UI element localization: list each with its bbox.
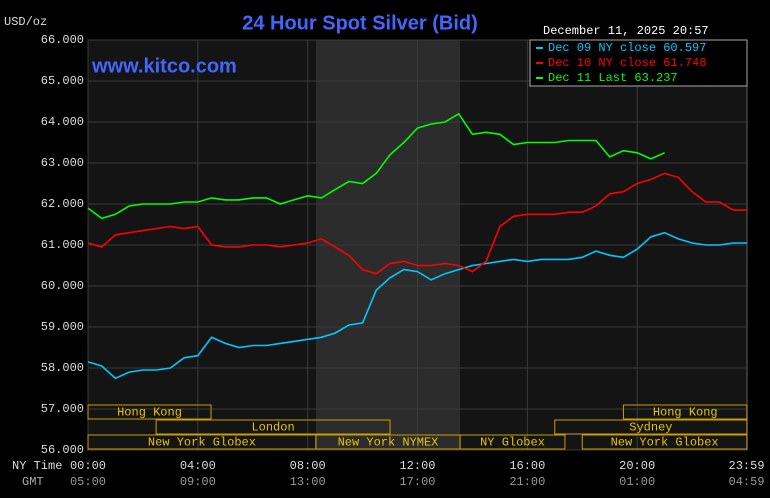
session-label: Hong Kong bbox=[653, 406, 718, 420]
legend-box bbox=[529, 39, 748, 87]
series-line bbox=[87, 231, 747, 380]
session-label: New York Globex bbox=[148, 436, 256, 450]
session-label: NY Globex bbox=[480, 436, 545, 450]
legend-entry: Dec 10 NY close 61.748 bbox=[548, 56, 706, 70]
x-tick-label: 00:00 bbox=[70, 459, 106, 473]
x2-tick-label: 09:00 bbox=[180, 475, 216, 489]
session-box bbox=[87, 404, 212, 420]
session-label: Sydney bbox=[629, 421, 672, 435]
session-box bbox=[622, 404, 748, 420]
x2-tick-label: 05:00 bbox=[70, 475, 106, 489]
y-tick-label: 58.000 bbox=[41, 361, 84, 375]
x2-tick-label: 21:00 bbox=[509, 475, 545, 489]
x-tick-label: 04:00 bbox=[180, 459, 216, 473]
legend-entry: Dec 11 Last 63.237 bbox=[548, 71, 678, 85]
y-tick-label: 66.000 bbox=[41, 33, 84, 47]
y-tick-label: 56.000 bbox=[41, 443, 84, 457]
session-box bbox=[459, 434, 566, 450]
x2-label: GMT bbox=[22, 475, 44, 489]
series-line bbox=[87, 112, 665, 220]
legend-entry: Dec 09 NY close 60.597 bbox=[548, 41, 706, 55]
x2-tick-label: 13:00 bbox=[290, 475, 326, 489]
watermark: www.kitco.com bbox=[91, 55, 237, 77]
session-label: London bbox=[251, 421, 294, 435]
y-tick-label: 62.000 bbox=[41, 197, 84, 211]
x-tick-label: 16:00 bbox=[509, 459, 545, 473]
x2-tick-label: 01:00 bbox=[619, 475, 655, 489]
x-tick-label: 23:59 bbox=[729, 459, 765, 473]
x-tick-label: 20:00 bbox=[619, 459, 655, 473]
y-tick-label: 57.000 bbox=[41, 402, 84, 416]
session-box bbox=[155, 419, 391, 435]
session-box bbox=[581, 434, 748, 450]
y-tick-label: 64.000 bbox=[41, 115, 84, 129]
y-tick-label: 61.000 bbox=[41, 238, 84, 252]
x-tick-label: 08:00 bbox=[290, 459, 326, 473]
chart-title: 24 Hour Spot Silver (Bid) bbox=[242, 12, 478, 34]
y-tick-label: 59.000 bbox=[41, 320, 84, 334]
session-box bbox=[554, 419, 748, 435]
y-tick-label: 65.000 bbox=[41, 74, 84, 88]
session-label: Hong Kong bbox=[117, 406, 182, 420]
session-label: New York NYMEX bbox=[338, 436, 439, 450]
session-label: New York Globex bbox=[611, 436, 719, 450]
series-line bbox=[87, 172, 747, 275]
x-label: NY Time bbox=[12, 459, 62, 473]
x-tick-label: 12:00 bbox=[399, 459, 435, 473]
y-unit: USD/oz bbox=[4, 15, 47, 29]
x2-tick-label: 17:00 bbox=[399, 475, 435, 489]
y-tick-label: 63.000 bbox=[41, 156, 84, 170]
y-tick-label: 60.000 bbox=[41, 279, 84, 293]
timestamp: December 11, 2025 20:57 bbox=[543, 24, 709, 38]
x2-tick-label: 04:59 bbox=[729, 475, 765, 489]
